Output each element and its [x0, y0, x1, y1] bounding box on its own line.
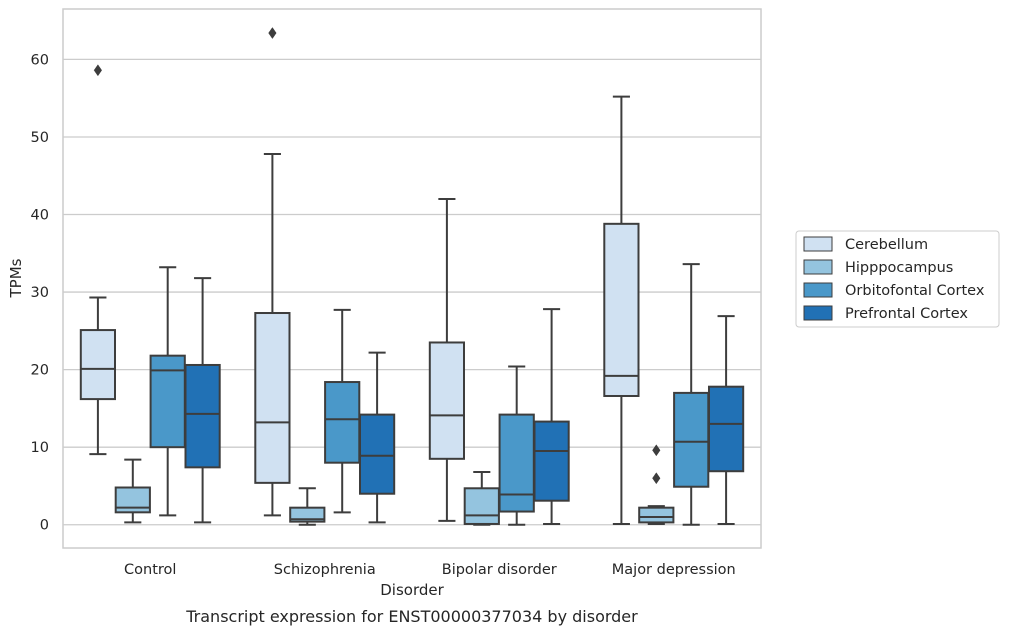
- legend-label: Cerebellum: [845, 237, 928, 253]
- box: [498, 413, 535, 513]
- box: [358, 413, 396, 495]
- legend-swatch: [803, 236, 833, 252]
- chart-caption: Transcript expression for ENST0000037703…: [185, 607, 638, 626]
- y-tick-label: 0: [40, 518, 49, 534]
- outlier-point: [268, 27, 277, 39]
- y-tick-label: 60: [31, 52, 49, 68]
- box-group: [149, 266, 186, 517]
- box-group: [498, 365, 535, 526]
- legend-label: Prefrontal Cortex: [845, 306, 968, 322]
- box: [673, 391, 710, 488]
- legend-label: Hipppocampus: [845, 260, 953, 276]
- y-tick-label: 40: [31, 208, 49, 224]
- box: [324, 381, 361, 464]
- x-tick-label: Bipolar disorder: [442, 562, 557, 578]
- legend-frame: [795, 230, 1000, 328]
- y-tick-label: 30: [31, 285, 49, 301]
- box-group: [463, 470, 500, 526]
- legend-swatch: [803, 305, 833, 321]
- outlier-point: [652, 472, 661, 485]
- legend: Cerebellum Hipppocampus Orbitofontal Corte…: [795, 230, 1000, 328]
- legend-swatch: [803, 282, 833, 298]
- legend-swatch: [803, 259, 833, 275]
- box-group: [707, 315, 745, 525]
- box: [638, 506, 675, 524]
- y-tick-labels: 0 10 20 30 40 50 60: [31, 52, 49, 533]
- box-group: [603, 95, 640, 525]
- legend-item: Prefrontal Cortex: [803, 305, 968, 322]
- box-group: [79, 64, 117, 456]
- box: [254, 312, 291, 484]
- box-group: [533, 308, 570, 525]
- box: [149, 354, 186, 449]
- plot-area: [62, 8, 762, 549]
- x-tick-label: Control: [124, 562, 176, 578]
- box: [533, 420, 570, 502]
- box-group: [358, 351, 396, 524]
- box-series: [79, 27, 745, 526]
- x-tick-labels: Control Schizophrenia Bipolar disorder Majo…: [124, 562, 736, 578]
- x-tick-label: Major depression: [612, 562, 736, 578]
- box: [707, 385, 745, 473]
- legend-item: Orbitofontal Cortex: [803, 282, 985, 299]
- box: [463, 487, 500, 525]
- x-tick-label: Schizophrenia: [274, 562, 376, 578]
- box: [184, 363, 221, 469]
- box-group: [114, 458, 151, 524]
- box-group: [184, 277, 221, 524]
- box-group: [428, 198, 466, 522]
- box-group: [289, 487, 326, 526]
- box: [79, 329, 117, 401]
- outlier-point: [93, 64, 103, 77]
- y-axis-title: TPMs: [7, 258, 25, 298]
- box: [603, 222, 640, 397]
- outlier-point: [652, 444, 661, 457]
- box-group: [254, 27, 291, 517]
- box: [428, 341, 466, 460]
- x-axis-title: Disorder: [380, 581, 444, 599]
- y-tick-label: 20: [31, 363, 49, 379]
- y-tick-label: 50: [31, 130, 49, 146]
- y-tick-label: 10: [31, 440, 49, 456]
- box-group: [638, 444, 675, 525]
- legend-label: Orbitofontal Cortex: [845, 283, 985, 299]
- legend-item: Cerebellum: [803, 236, 928, 253]
- box: [289, 506, 326, 523]
- legend-item: Hipppocampus: [803, 259, 953, 276]
